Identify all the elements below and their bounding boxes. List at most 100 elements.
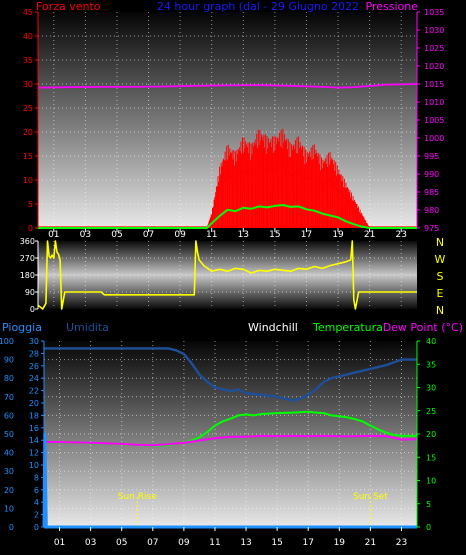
humidity-tick-label: 100 <box>0 337 14 346</box>
y-tick-label: 35 <box>23 56 33 65</box>
x-tick-label: 05 <box>111 230 122 240</box>
humidity-line <box>44 347 417 402</box>
wind-speed-line <box>38 204 417 229</box>
rain-tick-label: 22 <box>29 387 39 396</box>
compass-label: S <box>437 270 444 283</box>
y-tick-label: 980 <box>424 206 439 215</box>
x-tick-label: 13 <box>240 538 251 548</box>
x-tick-label: 15 <box>269 230 280 240</box>
y-tick-label: 40 <box>426 337 436 346</box>
x-tick-label: 09 <box>178 538 190 548</box>
rain-tick-label: 10 <box>29 461 39 470</box>
humidity-tick-label: 0 <box>9 523 14 532</box>
x-tick-label: 11 <box>206 230 217 240</box>
y-tick-label: 1015 <box>424 80 444 89</box>
rain-tick-label: 6 <box>34 486 39 495</box>
y-tick-label: 45 <box>23 8 33 17</box>
rain-tick-label: 26 <box>29 362 39 371</box>
x-tick-label: 23 <box>395 230 406 240</box>
temperature-axis-ticks: 0 5 10 15 20 25 30 35 40 <box>416 337 436 532</box>
y-tick-label: 985 <box>424 188 439 197</box>
humidity-tick-label: 20 <box>4 486 14 495</box>
rain-tick-label: 18 <box>29 411 39 420</box>
wind-direction-line <box>37 240 417 310</box>
sun-annotations: Sun Rise Sun Set <box>118 492 388 527</box>
humidity-tick-label: 30 <box>4 467 14 476</box>
rain-tick-label: 4 <box>34 498 39 507</box>
y-tick-label: 25 <box>426 407 436 416</box>
x-tick-label: 19 <box>334 538 346 548</box>
y-tick-label: 1005 <box>424 116 444 125</box>
y-tick-label: 0 <box>30 305 35 314</box>
x-tick-label: 19 <box>332 230 344 240</box>
y-tick-label: 995 <box>424 152 439 161</box>
humidity-tick-label: 40 <box>4 449 14 458</box>
pressure-axis-ticks: 975 980 985 990 995 1000 1005 1010 1015 1020 1025 1… <box>416 8 444 233</box>
wind-direction-series <box>37 240 417 310</box>
legend-umidita: Umidita <box>66 321 109 334</box>
rain-tick-label: 28 <box>29 349 39 358</box>
y-tick-label: 1000 <box>424 134 444 143</box>
y-tick-label: 270 <box>20 254 35 263</box>
x-tick-label: 21 <box>364 230 375 240</box>
compass-label: W <box>435 253 446 266</box>
y-tick-label: 15 <box>23 152 33 161</box>
x-tick-label: 17 <box>301 230 312 240</box>
y-tick-label: 1025 <box>424 44 444 53</box>
rain-tick-label: 0 <box>34 523 39 532</box>
y-tick-label: 975 <box>424 224 439 233</box>
x-tick-label: 09 <box>174 230 186 240</box>
y-tick-label: 40 <box>23 32 33 41</box>
x-tick-label: 07 <box>143 230 154 240</box>
y-tick-label: 180 <box>20 271 35 280</box>
humidity-tick-label: 70 <box>4 393 14 402</box>
x-tick-label: 01 <box>48 230 59 240</box>
humidity-tick-label: 50 <box>4 430 14 439</box>
compass-label: E <box>437 287 444 300</box>
y-tick-label: 360 <box>20 237 35 246</box>
legend-windchill: Windchill <box>248 321 298 334</box>
y-tick-label: 990 <box>424 170 439 179</box>
wind-pressure-title: 24 hour graph (dal - 29 Giugno 2022 <box>157 0 359 13</box>
rain-tick-label: 30 <box>29 337 39 346</box>
rain-tick-label: 24 <box>29 374 39 383</box>
y-tick-label: 25 <box>23 104 33 113</box>
sun-marker-label: Sun Set <box>353 492 388 502</box>
wind-gust-line <box>38 164 417 229</box>
y-tick-label: 5 <box>28 200 33 209</box>
rain-tick-label: 14 <box>29 436 39 445</box>
x-tick-label: 05 <box>116 538 127 548</box>
rain-tick-label: 8 <box>34 473 39 482</box>
humidity-tick-label: 60 <box>4 411 14 420</box>
wind-axis-label: Forza vento <box>36 0 101 13</box>
x-tick-label: 13 <box>238 230 249 240</box>
rain-tick-label: 16 <box>29 424 39 433</box>
wind-direction-grid <box>38 241 417 309</box>
compass-label: N <box>436 236 444 249</box>
x-tick-label: 01 <box>54 538 65 548</box>
y-tick-label: 0 <box>28 224 33 233</box>
humidity-tick-label: 80 <box>4 374 14 383</box>
legend-pioggia: Pioggia <box>2 321 42 334</box>
pressure-axis-label: Pressione <box>366 0 419 13</box>
humidity-tick-label: 90 <box>4 356 14 365</box>
wind-pressure-series <box>37 83 418 229</box>
x-tick-label: 17 <box>302 538 313 548</box>
wind-axis-ticks: 0 5 10 15 20 25 30 35 40 45 <box>23 8 39 233</box>
temp-humidity-x-ticks: 01 03 05 07 09 11 13 15 17 19 21 23 <box>54 527 407 548</box>
y-tick-label: 1030 <box>424 26 444 35</box>
y-tick-label: 90 <box>25 288 35 297</box>
y-tick-label: 30 <box>426 384 436 393</box>
y-tick-label: 20 <box>23 128 33 137</box>
y-tick-label: 1035 <box>424 8 444 17</box>
pressure-line <box>37 83 418 89</box>
x-tick-label: 07 <box>147 538 158 548</box>
y-tick-label: 20 <box>426 430 436 439</box>
rain-tick-label: 12 <box>29 449 39 458</box>
x-tick-label: 15 <box>271 538 282 548</box>
wind-pressure-x-ticks: 01 03 05 07 09 11 13 15 17 19 21 23 <box>48 228 407 240</box>
